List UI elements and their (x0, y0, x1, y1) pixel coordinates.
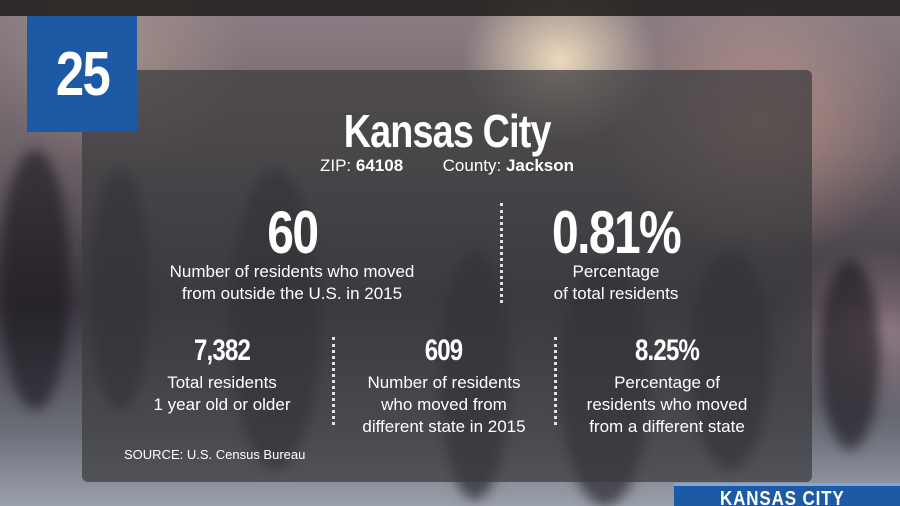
divider-dots (554, 337, 557, 425)
stat-desc-percentage-state: Percentage of residents who moved from a… (586, 373, 748, 436)
stats-panel: Kansas City ZIP: 64108 County: Jackson 6… (82, 70, 812, 482)
stat-value-moved-abroad: 60 (266, 199, 319, 266)
stat-value-moved-state: 609 (425, 334, 463, 367)
stat-desc-total-residents: Total residents 1 year old or older (153, 373, 291, 414)
county-label: County: (442, 156, 502, 175)
stat-desc-percentage-total: Percentage of total residents (553, 262, 679, 303)
stat-desc-moved-state: Number of residents who moved from diffe… (362, 373, 526, 436)
stat-value-percentage-state: 8.25% (634, 334, 700, 367)
stat-value-percentage-total: 0.81% (551, 199, 682, 266)
rank-number: 25 (55, 39, 110, 109)
city-title: Kansas City (343, 105, 552, 157)
county-value: Jackson (505, 156, 575, 175)
stat-desc-moved-abroad: Number of residents who moved from outsi… (169, 262, 415, 303)
zip-value: 64108 (355, 156, 404, 175)
brand-text: KANSAS CITY (720, 488, 845, 506)
location-line: ZIP: 64108 County: Jackson (82, 156, 812, 176)
stat-value-total-residents: 7,382 (193, 334, 251, 367)
top-bar (0, 0, 900, 16)
zip-label: ZIP: (319, 156, 352, 175)
source-note: SOURCE: U.S. Census Bureau (124, 447, 306, 462)
divider-dots (332, 337, 335, 425)
divider-dots (500, 203, 503, 303)
rank-badge: 25 (27, 16, 137, 132)
brand-logo: KANSAS CITY (674, 483, 900, 506)
